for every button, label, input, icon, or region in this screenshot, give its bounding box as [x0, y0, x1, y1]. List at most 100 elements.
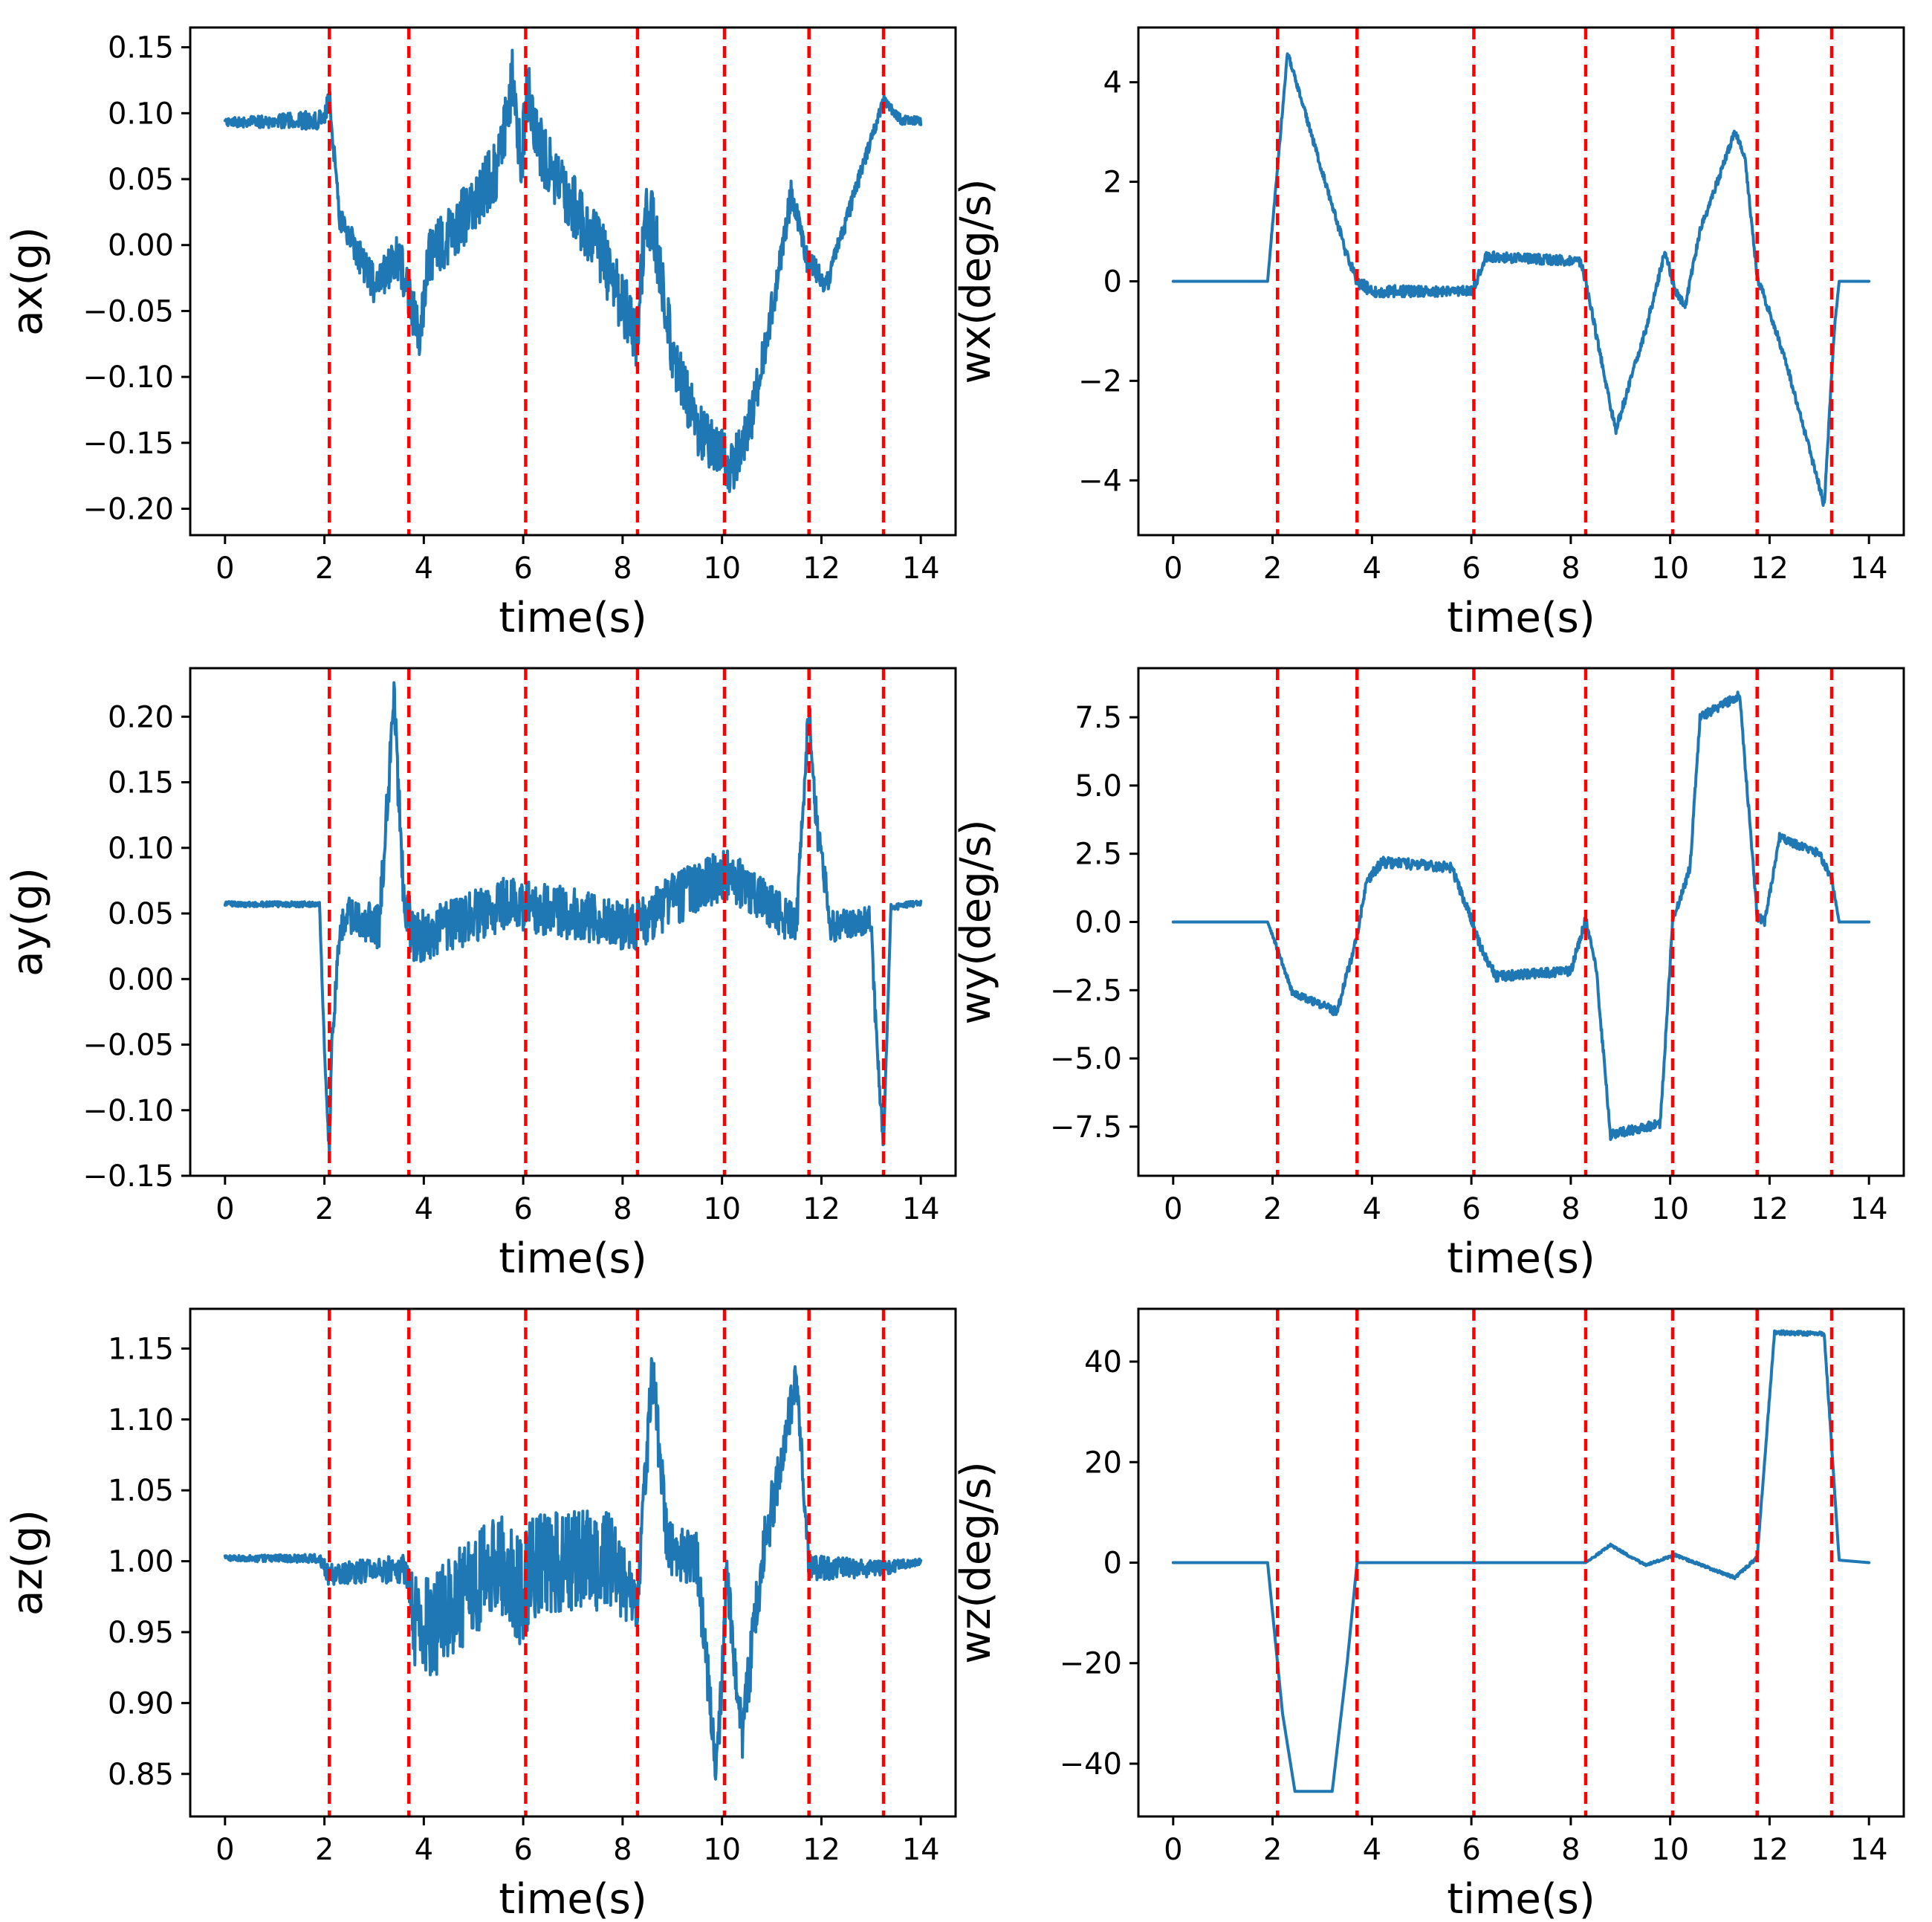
az-x-axis-label: time(s)	[499, 1875, 646, 1922]
wx-xtick-label-4: 8	[1561, 551, 1580, 586]
wx-ytick-label-1: 2	[1103, 166, 1122, 200]
wy-ytick-label-1: 5.0	[1074, 769, 1122, 803]
az-panel: 0 2 4 6 8 10 12 14 1.15 1.10 1.05 1.00 0.95 0.90 0.85 t…	[4, 1307, 957, 1922]
wx-xtick-label-6: 12	[1751, 551, 1789, 586]
wx-xtick-label-3: 6	[1462, 551, 1480, 586]
ax-xtick-label-2: 4	[415, 551, 433, 586]
ax-ytick-label-0: 0.15	[108, 31, 174, 65]
wx-xtick-label-2: 4	[1363, 551, 1381, 586]
wy-xtick-label-0: 0	[1164, 1192, 1182, 1226]
wz-x-axis-label: time(s)	[1447, 1875, 1595, 1922]
wy-ytick-label-4: −2.5	[1050, 974, 1122, 1008]
az-plot-frame	[189, 1307, 957, 1818]
wy-series-line	[1171, 690, 1871, 1142]
az-ytick-label-6: 0.85	[108, 1758, 174, 1792]
wx-x-axis-label: time(s)	[1447, 594, 1595, 642]
az-y-axis-label: az(g)	[4, 1510, 52, 1616]
wx-panel: 0 2 4 6 8 10 12 14 4 2 0 −2 −4 time(s) wx(deg/s)	[952, 26, 1905, 642]
wy-xtick-label-2: 4	[1363, 1192, 1381, 1226]
ay-ytick-label-6: −0.10	[82, 1094, 174, 1128]
ax-ytick-label-6: −0.15	[82, 427, 174, 461]
wx-series-line	[1171, 52, 1871, 507]
ay-ytick-label-7: −0.15	[82, 1159, 174, 1194]
az-xtick-label-7: 14	[902, 1833, 940, 1867]
ay-y-axis-label: ay(g)	[4, 867, 52, 977]
wx-xtick-label-5: 10	[1651, 551, 1689, 586]
az-xtick-label-4: 8	[613, 1833, 632, 1867]
ax-ytick-label-2: 0.05	[108, 163, 174, 197]
ax-x-axis-label: time(s)	[499, 594, 646, 642]
wy-ytick-label-3: 0.0	[1074, 906, 1122, 940]
az-ytick-label-0: 1.15	[108, 1332, 174, 1366]
wx-ytick-label-2: 0	[1103, 265, 1122, 300]
ax-xtick-label-5: 10	[703, 551, 741, 586]
wy-x-axis-label: time(s)	[1447, 1235, 1595, 1283]
ay-ytick-label-3: 0.05	[108, 897, 174, 931]
wz-xtick-label-4: 8	[1561, 1833, 1580, 1867]
wx-ytick-label-0: 4	[1103, 66, 1122, 100]
ay-series-line	[223, 681, 923, 1157]
ay-xtick-label-6: 12	[803, 1192, 840, 1226]
ax-ytick-label-3: 0.00	[108, 229, 174, 263]
wz-panel: 0 2 4 6 8 10 12 14 40 20 0 −20 −40 time(s) wz(deg/s)	[952, 1307, 1905, 1922]
wy-ytick-label-5: −5.0	[1050, 1042, 1122, 1076]
wy-ytick-label-0: 7.5	[1074, 701, 1122, 735]
wy-xtick-label-4: 8	[1561, 1192, 1580, 1226]
ay-ytick-label-2: 0.10	[108, 832, 174, 866]
ax-ytick-label-1: 0.10	[108, 97, 174, 131]
wz-ytick-label-3: −20	[1060, 1647, 1122, 1681]
ax-xtick-label-0: 0	[215, 551, 234, 586]
az-ytick-label-3: 1.00	[108, 1545, 174, 1579]
wz-xtick-label-3: 6	[1462, 1833, 1480, 1867]
ay-plot-frame	[189, 667, 957, 1177]
wz-xtick-label-6: 12	[1751, 1833, 1789, 1867]
wy-ytick-label-2: 2.5	[1074, 838, 1122, 872]
az-xtick-label-1: 2	[315, 1833, 334, 1867]
ax-series-line	[223, 48, 923, 494]
ay-x-axis-label: time(s)	[499, 1235, 646, 1283]
az-series-line	[223, 1357, 923, 1781]
wz-series-line	[1171, 1329, 1871, 1793]
ax-panel: 0 2 4 6 8 10 12 14 0.15 0.10 0.05 0.00 −0.05 −0.10 −0.…	[4, 26, 957, 642]
az-xtick-label-3: 6	[513, 1833, 532, 1867]
ax-xtick-label-1: 2	[315, 551, 334, 586]
wx-ytick-label-4: −4	[1078, 464, 1122, 498]
wx-xtick-label-7: 14	[1850, 551, 1888, 586]
az-xtick-label-0: 0	[215, 1833, 234, 1867]
ay-xtick-label-1: 2	[315, 1192, 334, 1226]
ax-xtick-label-7: 14	[902, 551, 940, 586]
ay-xtick-label-2: 4	[415, 1192, 433, 1226]
ax-xtick-label-3: 6	[513, 551, 532, 586]
wy-xtick-label-7: 14	[1850, 1192, 1888, 1226]
wy-xtick-label-1: 2	[1263, 1192, 1282, 1226]
wz-xtick-label-7: 14	[1850, 1833, 1888, 1867]
wz-ytick-label-1: 20	[1084, 1446, 1122, 1480]
wx-xtick-label-1: 2	[1263, 551, 1282, 586]
ay-xtick-label-0: 0	[215, 1192, 234, 1226]
wy-xtick-label-6: 12	[1751, 1192, 1789, 1226]
ay-ytick-label-5: −0.05	[82, 1029, 174, 1063]
wy-y-axis-label: wy(deg/s)	[952, 819, 1000, 1024]
ay-xtick-label-5: 10	[703, 1192, 741, 1226]
ay-xtick-label-3: 6	[513, 1192, 532, 1226]
ax-y-axis-label: ax(g)	[4, 227, 52, 336]
az-ytick-label-2: 1.05	[108, 1474, 174, 1508]
ay-xtick-label-7: 14	[902, 1192, 940, 1226]
wz-y-axis-label: wz(deg/s)	[952, 1461, 1000, 1663]
ax-ytick-label-5: −0.10	[82, 360, 174, 395]
az-ytick-label-5: 0.90	[108, 1686, 174, 1721]
az-ytick-label-4: 0.95	[108, 1616, 174, 1650]
wz-xtick-label-2: 4	[1363, 1833, 1381, 1867]
ax-xtick-label-4: 8	[613, 551, 632, 586]
wx-y-axis-label: wx(deg/s)	[952, 178, 1000, 384]
wz-ytick-label-0: 40	[1084, 1345, 1122, 1379]
ay-panel: 0 2 4 6 8 10 12 14 0.20 0.15 0.10 0.05 0.00 −0.05 −0.1…	[4, 667, 957, 1283]
ax-ytick-label-7: −0.20	[82, 493, 174, 527]
ax-xtick-label-6: 12	[803, 551, 840, 586]
ax-plot-frame	[189, 26, 957, 537]
ay-xtick-label-4: 8	[613, 1192, 632, 1226]
wz-ytick-label-4: −40	[1060, 1747, 1122, 1782]
ay-ytick-label-1: 0.15	[108, 766, 174, 800]
ax-ytick-label-4: −0.05	[82, 294, 174, 329]
